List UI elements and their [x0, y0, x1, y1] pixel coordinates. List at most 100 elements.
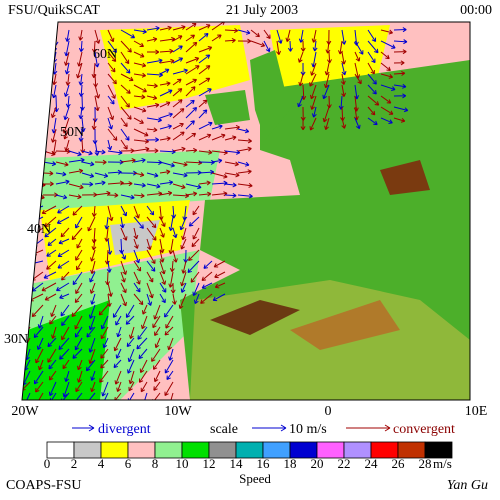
wind-arrow	[190, 271, 200, 283]
wind-arrow	[94, 180, 106, 186]
wind-arrow	[113, 337, 122, 352]
wind-arrow	[367, 40, 379, 54]
wind-arrow	[146, 183, 161, 189]
wind-arrow	[172, 99, 183, 108]
wind-arrow	[120, 95, 130, 108]
wind-arrow	[41, 95, 47, 110]
wind-arrow	[62, 381, 70, 398]
wind-arrow	[51, 326, 57, 339]
wind-arrow	[100, 348, 109, 359]
wind-arrow	[114, 370, 122, 385]
wind-arrow	[276, 40, 281, 56]
wind-arrow	[172, 249, 178, 263]
wind-arrow	[65, 73, 71, 86]
wind-arrow	[180, 282, 187, 293]
wind-arrow	[159, 25, 172, 31]
wind-arrow	[22, 282, 31, 291]
wind-arrow	[393, 106, 409, 113]
wind-arrow	[71, 304, 83, 317]
wind-arrow	[310, 62, 317, 76]
wind-arrow	[146, 172, 159, 178]
wind-arrow	[29, 62, 37, 77]
wind-arrow	[298, 73, 304, 87]
mountains	[210, 300, 300, 335]
wind-arrow	[198, 180, 211, 186]
wind-arrow	[133, 216, 144, 229]
wind-arrow	[58, 337, 70, 351]
wind-arrow	[120, 62, 131, 74]
wind-arrow	[393, 117, 406, 123]
wind-arrow	[185, 34, 196, 42]
wind-arrow	[141, 392, 148, 400]
wind-arrow	[166, 370, 174, 381]
wind-arrow	[146, 137, 160, 143]
wind-arrow	[44, 216, 57, 228]
wind-arrow	[311, 106, 317, 118]
wind-arrow	[107, 51, 117, 62]
wind-arrow	[57, 249, 70, 258]
lon-label: 10W	[164, 404, 192, 419]
wind-arrow	[133, 205, 140, 219]
header-right: 00:00	[460, 3, 492, 18]
wind-arrow	[159, 48, 174, 54]
wind-arrow	[237, 161, 250, 167]
lat-label: 60N	[93, 47, 117, 62]
wind-arrow	[90, 293, 96, 305]
wind-arrow	[172, 35, 183, 42]
wind-arrow	[77, 359, 83, 371]
wind-arrow	[112, 304, 122, 318]
wind-arrow	[367, 62, 375, 75]
footer-right: Yan Gu	[447, 478, 488, 493]
wind-arrow	[91, 238, 97, 251]
wind-arrow	[310, 95, 317, 110]
wind-arrow	[159, 112, 173, 119]
wind-arrow	[192, 282, 200, 297]
wind-arrow	[393, 27, 407, 33]
wind-arrow	[63, 84, 70, 97]
wind-arrow	[120, 128, 130, 141]
wind-arrow	[107, 128, 118, 141]
wind-arrow	[187, 260, 200, 273]
wind-arrow	[120, 117, 128, 128]
wind-arrow	[125, 315, 135, 325]
wind-arrow	[49, 315, 57, 325]
wind-arrow	[63, 128, 70, 140]
wind-arrow	[198, 121, 213, 130]
wind-arrow	[35, 381, 44, 393]
wind-arrow	[146, 148, 159, 154]
lon-label: 0	[325, 404, 332, 419]
wind-arrow	[201, 282, 213, 289]
wind-arrow	[35, 348, 44, 364]
wind-arrow	[237, 193, 253, 199]
wind-arrow	[68, 183, 84, 190]
wind-arrow	[102, 337, 109, 349]
wind-arrow	[55, 194, 68, 200]
wind-arrow	[115, 348, 122, 359]
wind-arrow	[27, 106, 32, 118]
wind-arrow	[91, 117, 97, 130]
wind-arrow	[146, 26, 160, 31]
wind-arrow	[185, 41, 198, 53]
wind-arrow	[326, 51, 332, 64]
wind-arrow	[86, 326, 96, 338]
wind-arrow	[194, 293, 200, 305]
wind-arrow	[120, 84, 131, 94]
wind-arrow	[133, 146, 150, 152]
wind-arrow	[224, 192, 237, 198]
wind-arrow	[367, 84, 377, 95]
wind-arrow	[198, 191, 212, 197]
wind-arrow	[100, 315, 109, 330]
wind-arrow	[120, 249, 127, 260]
wind-arrow	[224, 125, 240, 130]
wind-arrow	[120, 271, 126, 283]
wind-arrow	[85, 359, 96, 372]
wind-arrow	[51, 84, 57, 99]
colorbar-tick-label: 4	[98, 456, 105, 471]
wind-arrow	[276, 29, 283, 44]
wind-arrow	[37, 315, 44, 329]
map-frame	[21, 21, 471, 401]
wind-arrow	[153, 381, 161, 391]
wind-arrow	[133, 282, 141, 293]
wind-arrow	[224, 28, 239, 34]
wind-arrow	[309, 73, 317, 87]
